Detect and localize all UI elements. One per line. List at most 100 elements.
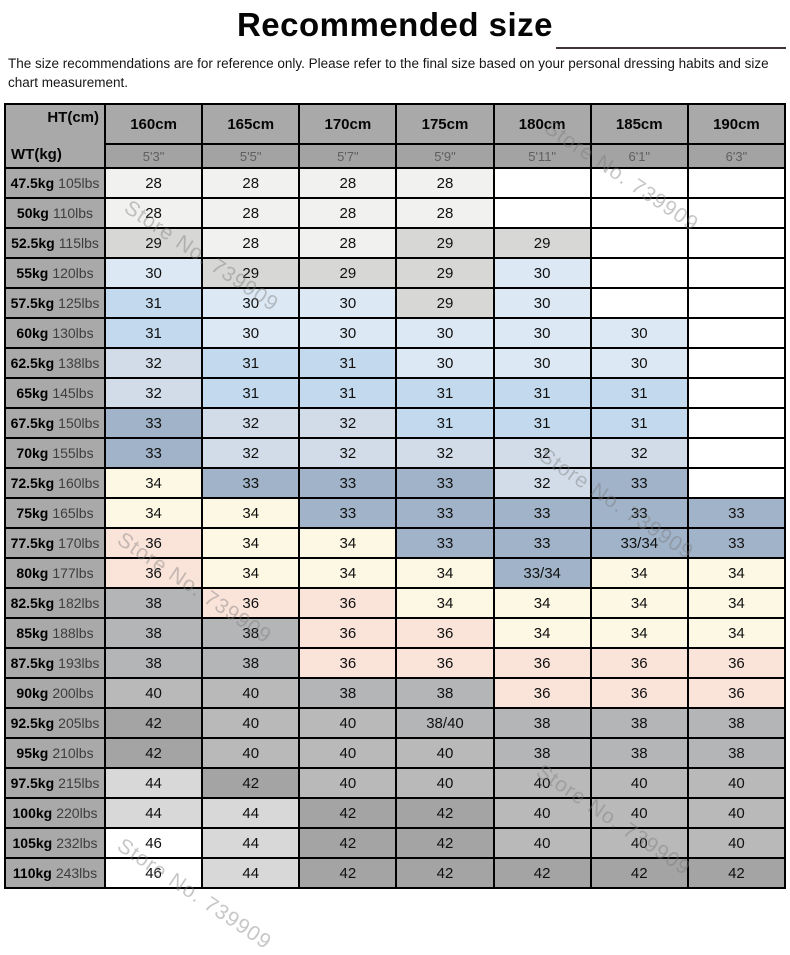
size-cell: 31 xyxy=(492,377,592,410)
weight-kg-label: 110kg xyxy=(12,865,52,882)
table-row: 70kg 155lbs 33 32 32 32 32 32 xyxy=(4,437,787,470)
size-cell xyxy=(492,197,592,230)
size-cell: 33 xyxy=(395,467,495,500)
size-cell: 36 xyxy=(103,527,204,560)
weight-kg-label: 82.5kg xyxy=(10,595,55,612)
size-cell: 40 xyxy=(395,767,495,800)
size-cell xyxy=(686,437,787,470)
table-row: 72.5kg 160lbs 34 33 33 33 32 33 xyxy=(4,467,787,500)
weight-kg-label: 47.5kg xyxy=(10,175,55,192)
weight-lbs-label: 130lbs xyxy=(52,325,94,342)
weight-lbs-label: 145lbs xyxy=(52,385,94,402)
weight-kg-label: 90kg xyxy=(16,685,49,702)
height-cm-header: 175cm xyxy=(395,103,495,146)
size-table: HT(cm) WT(kg) 160cm 165cm 170cm 175cm 180cm 1… xyxy=(4,103,787,890)
size-cell xyxy=(686,347,787,380)
weight-lbs-label: 193lbs xyxy=(58,655,100,672)
size-cell: 40 xyxy=(201,707,301,740)
size-cell: 33 xyxy=(201,467,301,500)
table-row: 82.5kg 182lbs 38 36 36 34 34 34 34 xyxy=(4,587,787,620)
size-cell: 34 xyxy=(395,587,495,620)
size-cell: 34 xyxy=(492,587,592,620)
size-cell: 32 xyxy=(395,437,495,470)
size-cell: 34 xyxy=(103,497,204,530)
weight-lbs-label: 125lbs xyxy=(58,295,100,312)
size-cell: 28 xyxy=(298,197,398,230)
size-cell: 40 xyxy=(686,797,787,830)
weight-label-cell: 70kg 155lbs xyxy=(4,437,106,470)
table-row: 110kg 243lbs 46 44 42 42 42 42 42 xyxy=(4,857,787,890)
weight-label-cell: 87.5kg 193lbs xyxy=(4,647,106,680)
size-cell: 40 xyxy=(589,797,689,830)
size-cell: 36 xyxy=(395,617,495,650)
size-cell xyxy=(492,167,592,200)
weight-lbs-label: 210lbs xyxy=(52,745,94,762)
height-ft-header: 6'3" xyxy=(686,143,787,170)
size-cell xyxy=(686,227,787,260)
size-cell: 38 xyxy=(589,707,689,740)
size-cell: 30 xyxy=(492,317,592,350)
size-cell: 30 xyxy=(201,317,301,350)
weight-label-cell: 82.5kg 182lbs xyxy=(4,587,106,620)
weight-kg-label: 75kg xyxy=(16,505,49,522)
size-cell: 31 xyxy=(298,377,398,410)
size-cell: 31 xyxy=(103,317,204,350)
weight-label-cell: 90kg 200lbs xyxy=(4,677,106,710)
height-cm-header: 180cm xyxy=(492,103,592,146)
table-row: 60kg 130lbs 31 30 30 30 30 30 xyxy=(4,317,787,350)
weight-kg-label: 52.5kg xyxy=(11,235,55,252)
corner-cell: HT(cm) WT(kg) xyxy=(4,103,106,170)
size-cell: 32 xyxy=(201,437,301,470)
size-cell: 31 xyxy=(298,347,398,380)
size-cell: 28 xyxy=(103,167,204,200)
weight-kg-label: 77.5kg xyxy=(10,535,55,552)
size-cell: 42 xyxy=(395,827,495,860)
size-cell: 36 xyxy=(492,647,592,680)
weight-lbs-label: 160lbs xyxy=(58,475,100,492)
size-cell xyxy=(686,467,787,500)
weight-label-cell: 62.5kg 138lbs xyxy=(4,347,106,380)
size-cell: 36 xyxy=(686,647,787,680)
size-cell: 33 xyxy=(395,497,495,530)
size-cell: 36 xyxy=(201,587,301,620)
size-cell: 36 xyxy=(298,617,398,650)
size-cell: 33 xyxy=(298,467,398,500)
size-cell: 31 xyxy=(589,377,689,410)
size-cell xyxy=(589,287,689,320)
size-cell: 33 xyxy=(103,437,204,470)
size-cell: 33 xyxy=(589,467,689,500)
size-cell: 44 xyxy=(103,767,204,800)
weight-label-cell: 80kg 177lbs xyxy=(4,557,106,590)
weight-label-cell: 110kg 243lbs xyxy=(4,857,106,890)
size-cell: 38 xyxy=(395,677,495,710)
size-cell xyxy=(686,377,787,410)
weight-lbs-label: 243lbs xyxy=(55,865,98,882)
size-cell: 40 xyxy=(589,767,689,800)
height-cm-header: 190cm xyxy=(686,103,787,146)
weight-label-cell: 55kg 120lbs xyxy=(4,257,106,290)
height-cm-header: 185cm xyxy=(589,103,689,146)
weight-kg-label: 72.5kg xyxy=(10,475,55,492)
size-cell: 42 xyxy=(395,857,495,890)
weight-kg-label: 70kg xyxy=(16,445,49,462)
size-cell: 33 xyxy=(492,527,592,560)
weight-label-cell: 100kg 220lbs xyxy=(4,797,106,830)
weight-kg-label: 85kg xyxy=(16,625,49,642)
weight-kg-label: 92.5kg xyxy=(10,715,55,732)
weight-kg-label: 87.5kg xyxy=(10,655,55,672)
size-cell: 29 xyxy=(103,227,204,260)
height-ft-header: 5'9" xyxy=(395,143,495,170)
size-cell xyxy=(686,197,787,230)
weight-lbs-label: 215lbs xyxy=(58,775,100,792)
size-cell: 36 xyxy=(395,647,495,680)
size-cell: 34 xyxy=(201,557,301,590)
size-cell: 30 xyxy=(589,347,689,380)
table-row: 52.5kg 115lbs 29 28 28 29 29 xyxy=(4,227,787,260)
size-cell: 42 xyxy=(103,707,204,740)
weight-lbs-label: 120lbs xyxy=(52,265,94,282)
size-cell: 32 xyxy=(201,407,301,440)
size-cell: 38 xyxy=(492,737,592,770)
size-cell xyxy=(589,257,689,290)
size-cell: 28 xyxy=(298,227,398,260)
disclaimer-text: The size recommendations are for referen… xyxy=(8,56,769,91)
